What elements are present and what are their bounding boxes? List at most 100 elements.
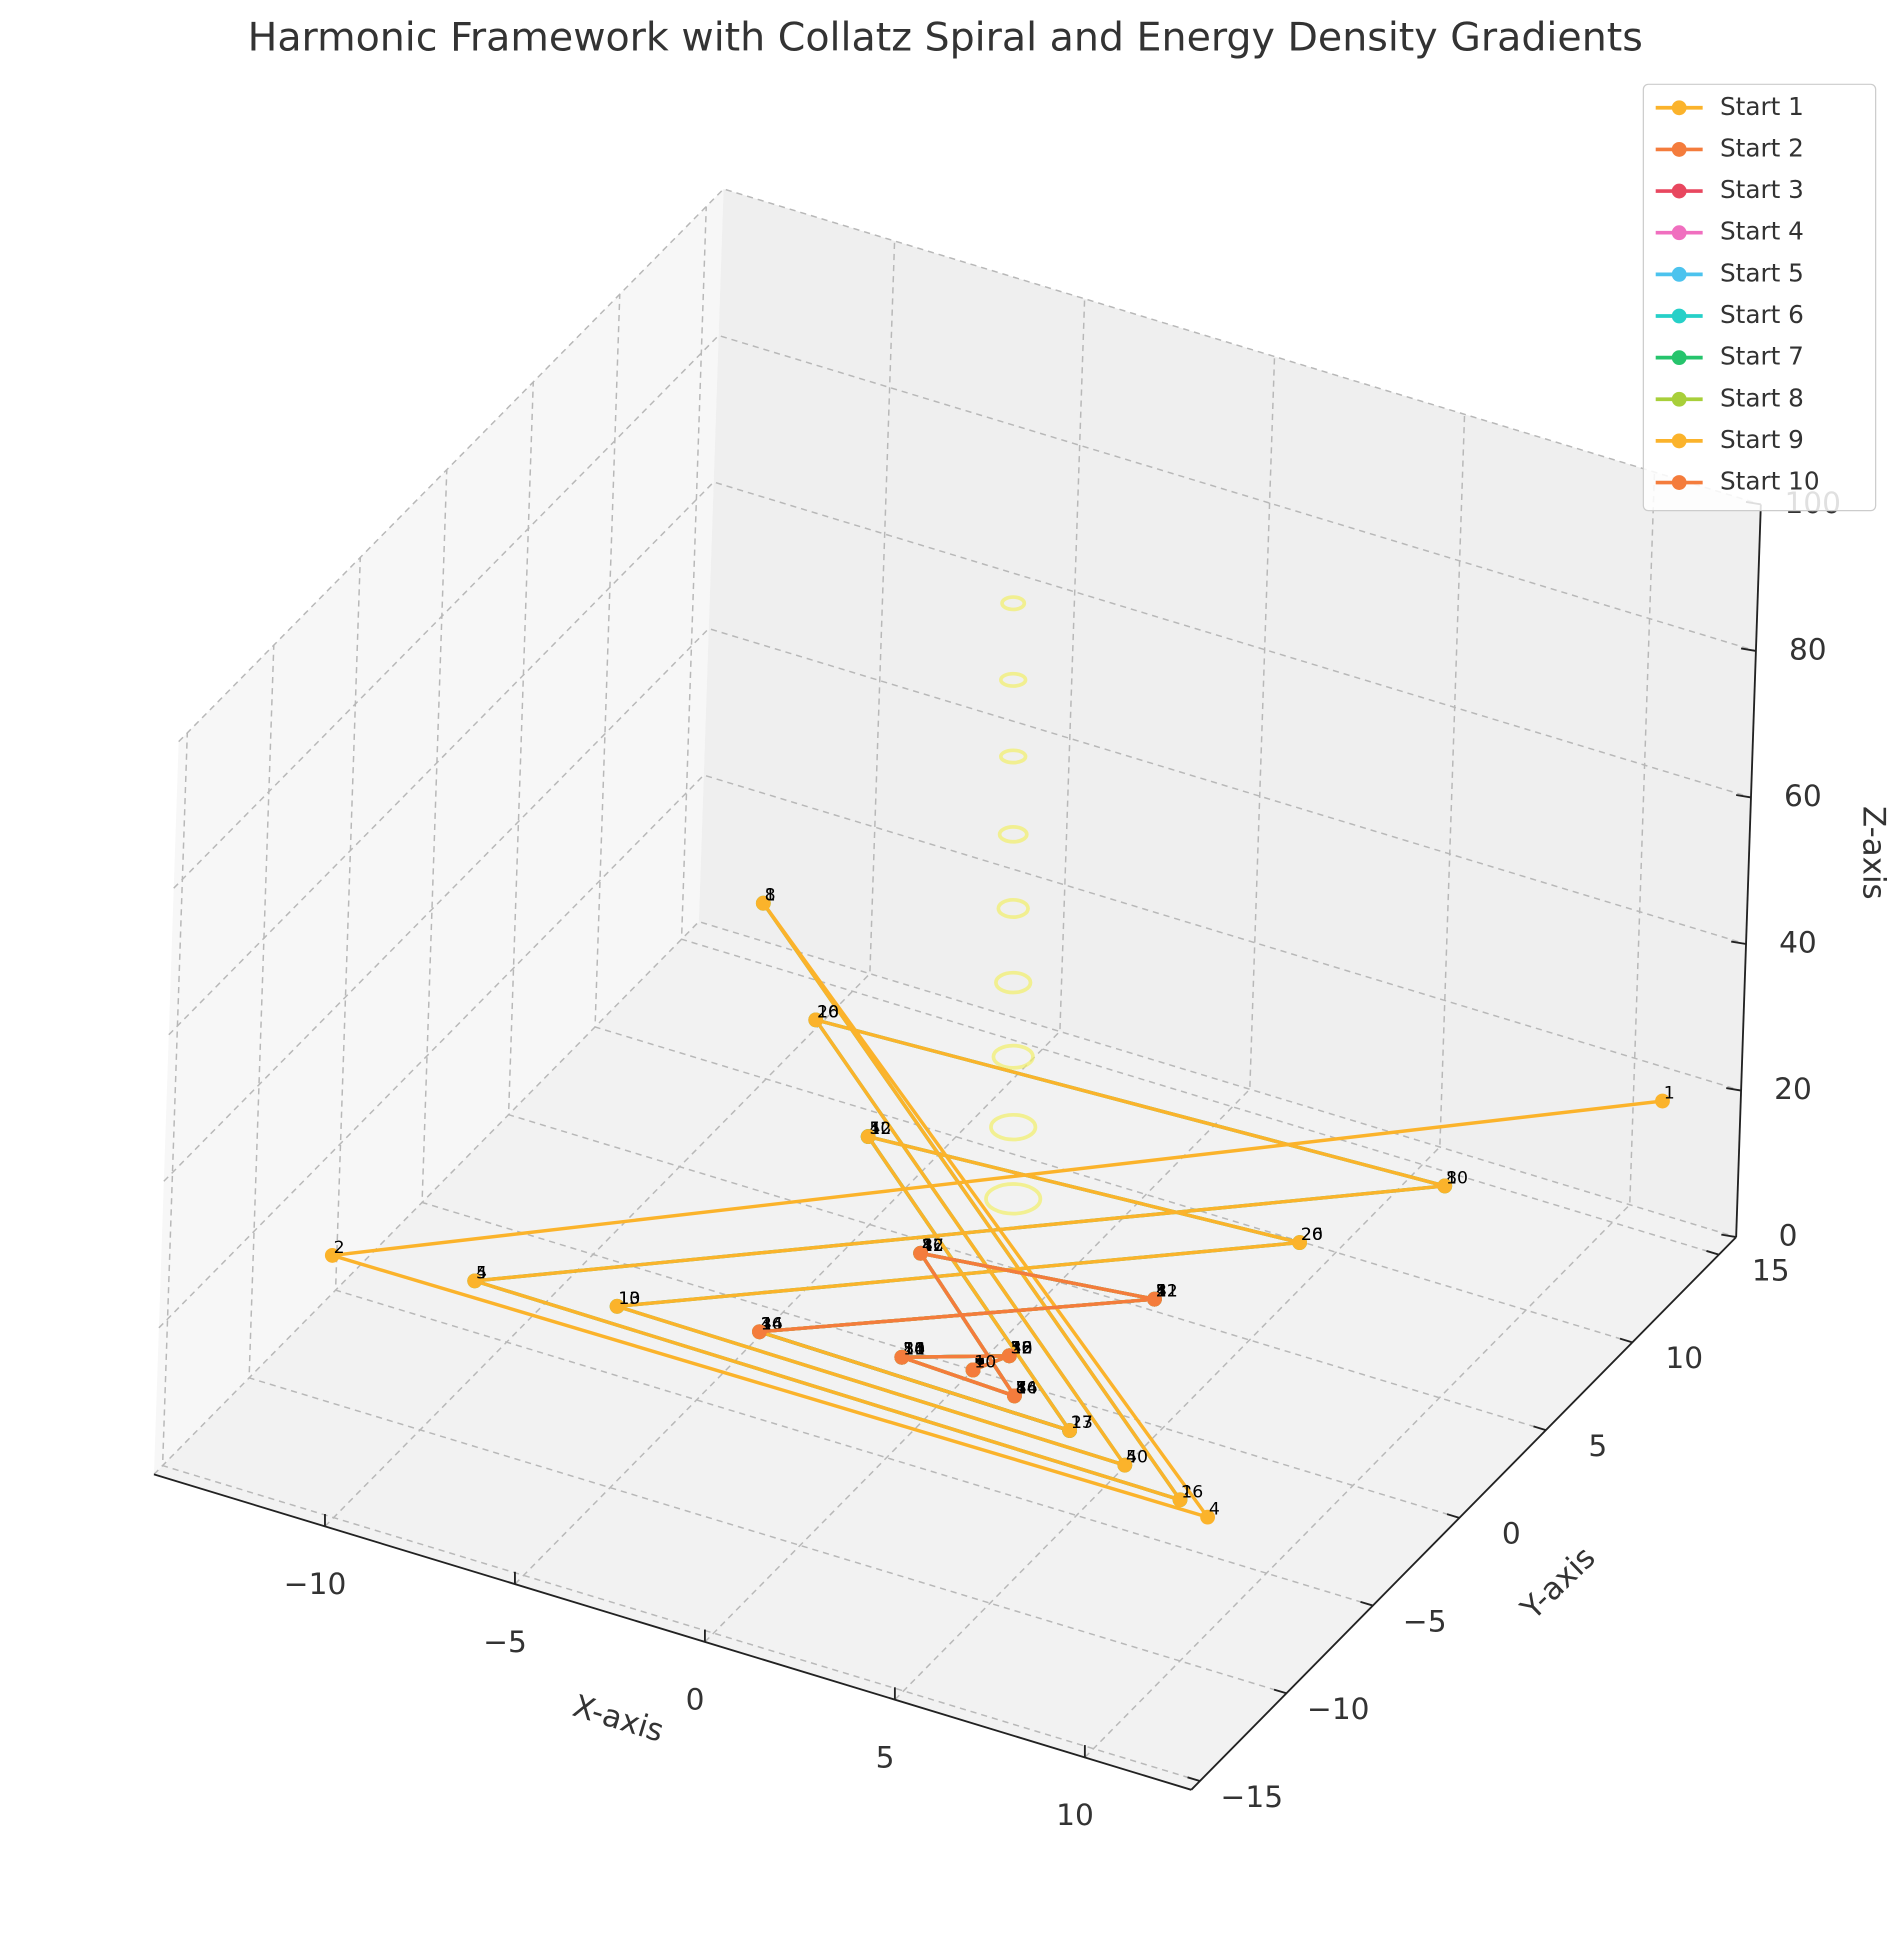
- tick-mark: [1731, 940, 1747, 945]
- point-label: 10: [1446, 1168, 1468, 1188]
- legend-marker: [1671, 225, 1687, 241]
- point: [1062, 1423, 1078, 1438]
- point-label: 4: [1156, 1282, 1167, 1302]
- point-label: 2: [334, 1238, 345, 1258]
- z-tick-label: 60: [1784, 778, 1822, 813]
- point-label: 16: [903, 1340, 925, 1360]
- point-label: 5: [1016, 1378, 1027, 1398]
- point-label: 7: [974, 1352, 985, 1372]
- point: [1001, 1348, 1017, 1364]
- grid-line: [158, 774, 1742, 1329]
- y-tick-label: −15: [1221, 1779, 1284, 1814]
- y-tick-label: 15: [1752, 1252, 1790, 1287]
- point-label: 2: [1071, 1413, 1082, 1433]
- legend-label: Start 4: [1720, 217, 1804, 246]
- back-pane: [698, 188, 1761, 1238]
- point-label: 8: [974, 1352, 985, 1372]
- point-label: 1: [1071, 1413, 1082, 1433]
- z-axis-title: Z-axis: [1855, 806, 1888, 900]
- point: [1117, 1457, 1133, 1473]
- left-pane: [153, 188, 724, 1475]
- legend-marker: [1671, 350, 1687, 366]
- point: [752, 1324, 767, 1340]
- point: [1200, 1509, 1216, 1525]
- point-label: 8: [1016, 1378, 1027, 1398]
- point-label: 3: [974, 1352, 985, 1372]
- x-tick-label: 5: [876, 1739, 895, 1774]
- point-label: 7: [1016, 1378, 1027, 1398]
- legend-marker: [1671, 475, 1687, 490]
- point-label: 2: [1181, 1482, 1192, 1502]
- legend-marker: [1671, 142, 1687, 157]
- point: [1437, 1178, 1453, 1194]
- point-label: 4: [1209, 1500, 1220, 1520]
- legend-label: Start 8: [1720, 383, 1804, 412]
- point-label: 40: [1126, 1448, 1148, 1468]
- z-tick-label: 0: [1779, 1218, 1798, 1253]
- energy-ring: [997, 825, 1029, 844]
- point-label: 5: [974, 1352, 985, 1372]
- z-tick-label: 40: [1779, 925, 1817, 960]
- point-label: 52: [869, 1119, 891, 1139]
- grid-line: [894, 414, 1466, 1701]
- tick-mark: [1533, 1425, 1547, 1431]
- grid-line: [153, 920, 1737, 1475]
- point-label: 9: [974, 1352, 985, 1372]
- energy-ring: [994, 970, 1033, 995]
- legend-label: Start 7: [1720, 342, 1804, 371]
- point-label: 8: [1446, 1168, 1457, 1188]
- y-tick-label: −10: [1307, 1691, 1370, 1726]
- point-label: 26: [1301, 1225, 1323, 1245]
- legend-label: Start 1: [1720, 92, 1804, 121]
- point-label: 1: [1156, 1282, 1167, 1302]
- legend-label: Start 9: [1720, 425, 1804, 454]
- tick-mark: [1735, 794, 1752, 799]
- point-label: 3: [1011, 1338, 1022, 1358]
- point: [894, 1349, 910, 1365]
- point-label: 8: [903, 1340, 914, 1360]
- point-label: 5: [1126, 1448, 1137, 1468]
- point-label: 1: [761, 1314, 772, 1334]
- tick-mark: [1360, 1600, 1374, 1607]
- y-tick-label: −5: [1403, 1603, 1447, 1638]
- z-axis-line: [1735, 504, 1762, 1238]
- tick-mark: [1726, 1087, 1742, 1092]
- point: [1655, 1093, 1670, 1109]
- point-label: 6: [974, 1352, 985, 1372]
- point-label: 8: [1156, 1282, 1167, 1302]
- point: [808, 1012, 824, 1028]
- legend-marker: [1671, 100, 1687, 116]
- point: [755, 895, 771, 911]
- point-label: 2: [903, 1340, 914, 1360]
- grid: [153, 188, 1762, 1782]
- energy-ring: [989, 1112, 1038, 1142]
- tick-mark: [1273, 1688, 1287, 1695]
- x-tick-label: −10: [284, 1566, 347, 1601]
- x-tick-label: 0: [686, 1682, 705, 1717]
- point: [467, 1273, 483, 1289]
- point: [324, 1248, 340, 1263]
- point-label: 1: [869, 1119, 880, 1139]
- tick-mark: [1706, 1250, 1720, 1256]
- point: [1292, 1235, 1308, 1250]
- point-label: 5: [1011, 1338, 1022, 1358]
- energy-ring: [998, 748, 1028, 765]
- z-tick-label: 20: [1774, 1071, 1812, 1106]
- point-label: 8: [765, 886, 776, 906]
- point-label: 20: [817, 1002, 839, 1022]
- tick-mark: [1619, 1337, 1633, 1344]
- point-label: 4: [1016, 1378, 1027, 1398]
- tick-mark: [1721, 1233, 1737, 1239]
- x-tick-label: 10: [1056, 1797, 1094, 1832]
- point-label: 5: [476, 1263, 487, 1283]
- point-label: 4: [974, 1352, 985, 1372]
- y-tick-label: 5: [1588, 1428, 1607, 1463]
- legend-marker: [1671, 433, 1687, 449]
- energy-rings: [984, 595, 1043, 1216]
- grid-line: [514, 298, 1086, 1585]
- point-label: 13: [618, 1289, 640, 1309]
- point-label: 2: [1156, 1282, 1167, 1302]
- point-label: 2: [1011, 1338, 1022, 1358]
